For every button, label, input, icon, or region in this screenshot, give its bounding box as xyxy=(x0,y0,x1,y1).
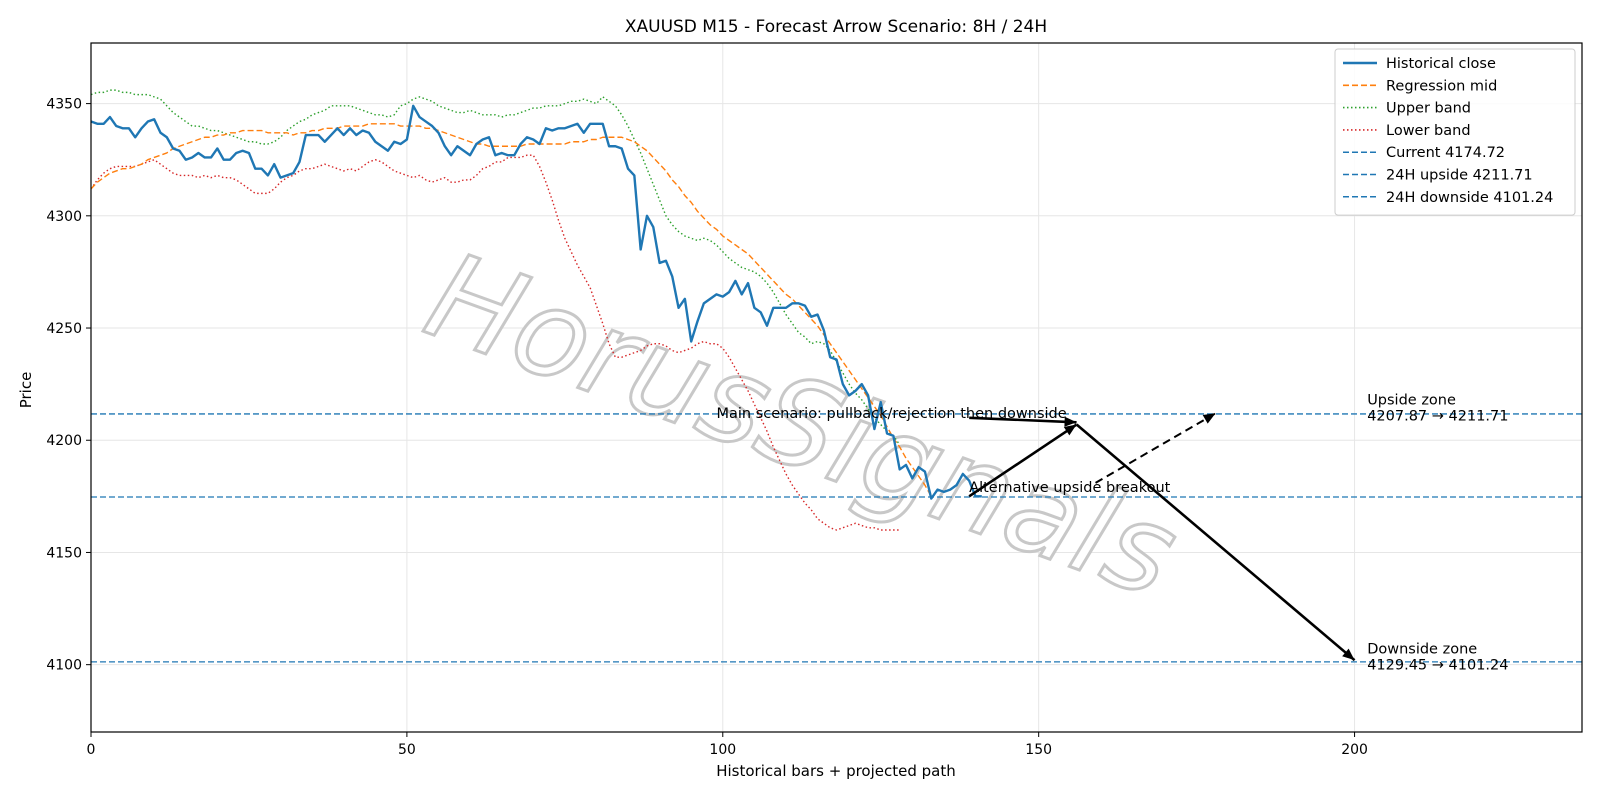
legend-label: Regression mid xyxy=(1386,78,1497,94)
annotation-text: 4207.87 → 4211.71 xyxy=(1367,408,1508,424)
legend: Historical close Regression mid Upper band… xyxy=(1334,48,1576,216)
annotation-text: Main scenario: pullback/rejection then d… xyxy=(716,406,1066,422)
y-tick-label: 4150 xyxy=(46,545,82,561)
scenario-arrow-shaft xyxy=(1075,423,1356,662)
series-line-regression-mid xyxy=(90,123,932,497)
scenario-arrows xyxy=(968,412,1356,662)
series-line-historical-close xyxy=(90,104,982,500)
plot-series xyxy=(90,89,982,531)
scenario-arrow-head xyxy=(1342,648,1355,661)
legend-label: Historical close xyxy=(1386,56,1496,72)
grid xyxy=(90,43,1582,732)
y-tick-label: 4100 xyxy=(46,658,82,674)
y-tick-label: 4200 xyxy=(46,433,82,449)
series-line-lower-band xyxy=(90,154,900,531)
legend-label: 24H upside 4211.71 xyxy=(1386,168,1533,184)
x-tick-label: 50 xyxy=(398,742,416,758)
x-tick-label: 0 xyxy=(87,742,96,758)
annotation-text: Alternative upside breakout xyxy=(969,480,1170,496)
y-tick-label: 4350 xyxy=(46,97,82,113)
scenario-arrow-shaft xyxy=(1095,412,1217,484)
annotation-text: 4129.45 → 4101.24 xyxy=(1367,657,1508,673)
axis-ticks: 0 50 100 150 200 4100 4150 4200 4250 4300 4350 xyxy=(46,97,1368,758)
scenario-arrow-head xyxy=(1063,424,1077,436)
legend-box xyxy=(1334,48,1576,216)
scenario-arrow-shaft xyxy=(968,423,1078,498)
y-axis-label: Price xyxy=(17,372,35,409)
x-axis-label: Historical bars + projected path xyxy=(716,762,956,780)
legend-label: Current 4174.72 xyxy=(1386,145,1505,161)
legend-label: Lower band xyxy=(1386,123,1471,139)
scenario-arrow-head xyxy=(1064,416,1077,427)
x-tick-label: 100 xyxy=(709,742,736,758)
y-tick-label: 4300 xyxy=(46,209,82,225)
series-line-upper-band xyxy=(90,89,901,446)
scenario-arrow-shaft xyxy=(969,416,1077,424)
plot-frame xyxy=(90,42,1583,733)
scenario-arrow-head xyxy=(1202,413,1216,424)
annotation-text: Upside zone xyxy=(1367,392,1456,408)
reference-lines xyxy=(91,413,1582,663)
annotations: Main scenario: pullback/rejection then d… xyxy=(716,392,1508,673)
legend-label: Upper band xyxy=(1386,101,1471,117)
chart-title: XAUUSD M15 - Forecast Arrow Scenario: 8H… xyxy=(625,17,1047,37)
y-tick-label: 4250 xyxy=(46,321,82,337)
x-tick-label: 150 xyxy=(1025,742,1052,758)
legend-label: 24H downside 4101.24 xyxy=(1386,190,1553,206)
x-tick-label: 200 xyxy=(1341,742,1368,758)
annotation-text: Downside zone xyxy=(1367,641,1477,657)
